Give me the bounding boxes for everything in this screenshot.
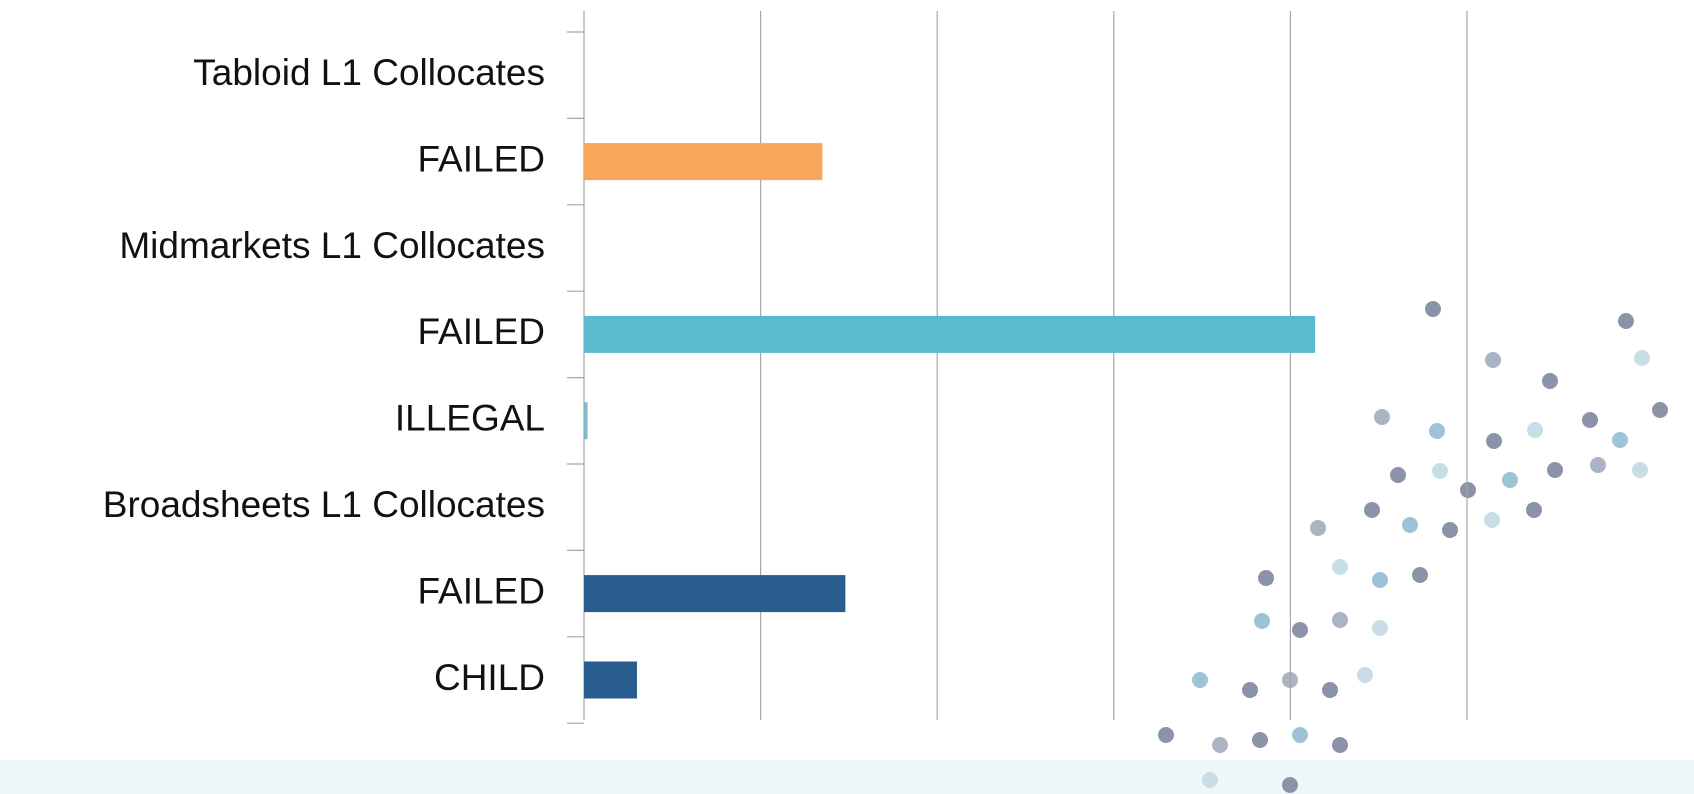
y-tick-label: ILLEGAL <box>395 398 545 439</box>
bar <box>584 143 822 180</box>
y-tick-label: FAILED <box>418 138 546 179</box>
y-tick-label: Midmarkets L1 Collocates <box>119 225 545 266</box>
bar <box>584 316 1315 353</box>
page: Tabloid L1 Collocates FAILED Midmarkets L1… <box>0 0 1694 794</box>
y-tick-label: FAILED <box>418 311 546 352</box>
y-tick-label: FAILED <box>418 570 546 611</box>
footer-band <box>0 760 1694 794</box>
y-tick-label: Tabloid L1 Collocates <box>193 52 545 93</box>
bar <box>584 402 588 439</box>
bar <box>584 662 637 699</box>
decoration-dots <box>1158 301 1668 793</box>
bar <box>584 575 845 612</box>
y-tick-label: CHILD <box>434 657 545 698</box>
y-tick-label: Broadsheets L1 Collocates <box>103 484 545 525</box>
chart: Tabloid L1 Collocates FAILED Midmarkets L1… <box>0 0 1694 794</box>
